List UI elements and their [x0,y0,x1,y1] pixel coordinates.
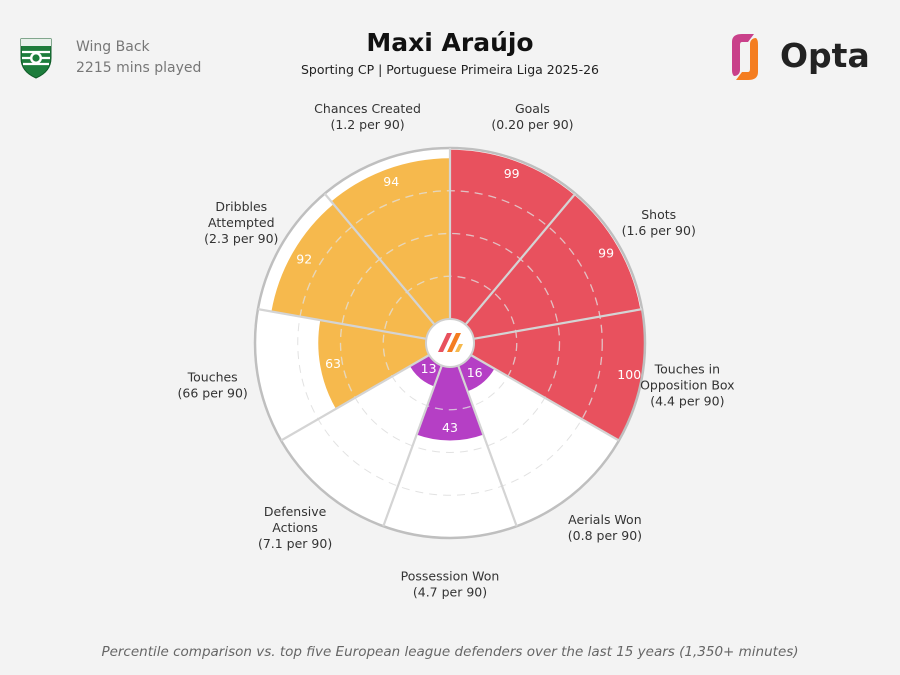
footnote: Percentile comparison vs. top five Europ… [101,644,799,660]
opta-logo-icon [732,34,758,80]
radar-wedge [271,204,435,339]
opta-wordmark: Opta [780,36,870,75]
player-minutes: 2215 mins played [76,60,202,76]
category-label: Goals [515,101,550,116]
radar-spoke [473,308,643,340]
player-meta: Wing Back 2215 mins played [76,37,201,79]
value-label: 94 [383,174,399,189]
radar-wedge [470,309,646,441]
radar-spoke [464,192,577,326]
radar-spoke [257,308,427,340]
radar-spoke [280,354,430,442]
category-label: Defensive [264,504,327,519]
category-label: (0.8 per 90) [568,528,642,543]
category-label: Actions [272,520,318,535]
player-name: Maxi Araújo [366,28,534,57]
category-label: (4.7 per 90) [413,585,487,600]
category-label: Shots [641,207,676,222]
value-label: 63 [325,356,341,371]
hub-logo-icon [438,333,463,352]
sporting-crest-icon [20,38,52,79]
category-label: Dribbles [215,199,267,214]
radar-wedge [416,365,484,441]
category-label: (1.6 per 90) [622,223,696,238]
value-label: 13 [421,361,437,376]
radar-wedge [318,320,430,409]
value-label: 16 [467,365,483,380]
value-label: 43 [442,420,458,435]
player-position: Wing Back [76,39,150,55]
radar-ring-grey [340,233,560,453]
value-label: 100 [617,367,641,382]
radar-spoke [323,192,436,326]
category-label: Attempted [208,215,274,230]
value-label: 99 [598,245,614,260]
category-label: Aerials Won [568,512,641,527]
category-label: Touches [187,369,238,384]
category-label: Possession Won [401,569,500,584]
category-label: (66 per 90) [178,385,248,400]
radar-hub [425,318,475,368]
radar-wedge [409,355,442,387]
value-label: 99 [504,166,520,181]
category-label: (0.20 per 90) [491,117,573,132]
category-label: (4.4 per 90) [650,393,724,408]
category-label: (2.3 per 90) [204,231,278,246]
category-label: (1.2 per 90) [330,117,404,132]
category-label: Chances Created [314,101,421,116]
chart-subtitle: Sporting CP | Portuguese Primeira Liga 2… [301,62,599,77]
radar-spoke [470,354,620,442]
value-label: 92 [296,251,312,266]
category-label: Opposition Box [640,377,735,392]
radar-spoke [457,365,518,527]
category-label: (7.1 per 90) [258,536,332,551]
category-label: Touches in [654,361,720,376]
radar-spoke [382,365,443,527]
